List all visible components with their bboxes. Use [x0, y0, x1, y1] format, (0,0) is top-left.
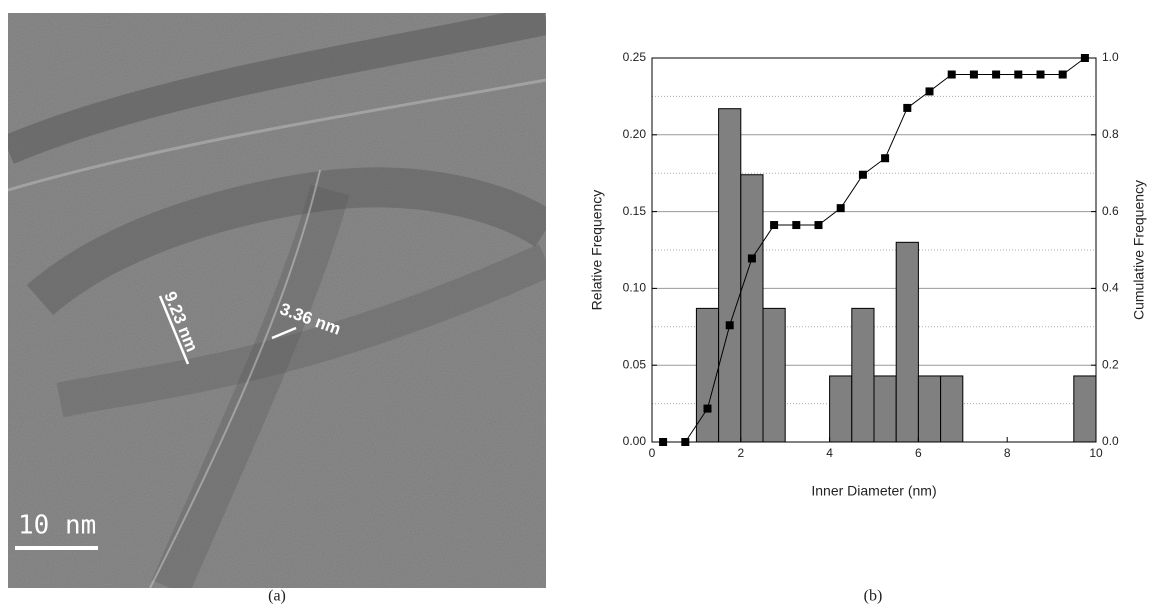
marker — [770, 221, 779, 230]
y-tick-label: 0.25 — [623, 50, 647, 64]
y2-tick-label: 0.0 — [1102, 434, 1119, 448]
marker — [925, 87, 934, 96]
y-tick-label: 0.20 — [623, 127, 647, 141]
marker — [703, 404, 712, 413]
bar — [851, 307, 875, 443]
marker — [947, 70, 956, 79]
marker — [881, 154, 890, 163]
bar — [740, 174, 764, 443]
y-tick-label: 0.15 — [623, 204, 647, 218]
x-tick-label: 4 — [826, 446, 833, 460]
marker — [1014, 70, 1023, 79]
y2-tick-label: 0.6 — [1102, 204, 1119, 218]
bar — [873, 375, 897, 443]
marker — [747, 254, 756, 263]
tem-image — [8, 13, 546, 588]
y2-axis-title: Cumulative Frequency — [1131, 180, 1147, 320]
bar — [917, 375, 942, 443]
marker — [1058, 70, 1067, 79]
bar — [940, 375, 964, 443]
y2-tick-label: 0.2 — [1102, 357, 1119, 371]
y2-tick-label: 0.8 — [1102, 127, 1119, 141]
bar — [762, 307, 786, 443]
x-tick-label: 6 — [915, 446, 922, 460]
marker — [836, 204, 845, 213]
marker — [969, 70, 978, 79]
marker — [1036, 70, 1045, 79]
y-tick-label: 0.10 — [623, 281, 647, 295]
y2-tick-label: 0.4 — [1102, 281, 1119, 295]
x-axis-title: Inner Diameter (nm) — [811, 483, 936, 499]
panel-label: (b) — [864, 588, 883, 605]
plot-frame — [651, 57, 1097, 443]
marker — [814, 221, 823, 230]
x-tick-label: 8 — [1004, 446, 1011, 460]
panel-label: (a) — [268, 588, 286, 605]
bar — [895, 241, 919, 443]
y-tick-label: 0.00 — [623, 434, 647, 448]
marker — [903, 103, 912, 112]
marker — [858, 170, 867, 179]
x-tick-label: 2 — [737, 446, 744, 460]
y2-tick-label: 1.0 — [1102, 50, 1119, 64]
bar — [695, 307, 720, 443]
y-tick-label: 0.05 — [623, 357, 647, 371]
bar — [718, 108, 742, 443]
bar — [829, 375, 853, 443]
y-axis-title: Relative Frequency — [589, 190, 605, 311]
marker — [725, 321, 734, 330]
marker — [792, 221, 801, 230]
x-tick-label: 0 — [649, 446, 656, 460]
marker — [992, 70, 1001, 79]
bar — [1073, 375, 1097, 443]
x-tick-label: 10 — [1089, 446, 1103, 460]
scale-bar-label: 10 nm — [18, 511, 96, 541]
